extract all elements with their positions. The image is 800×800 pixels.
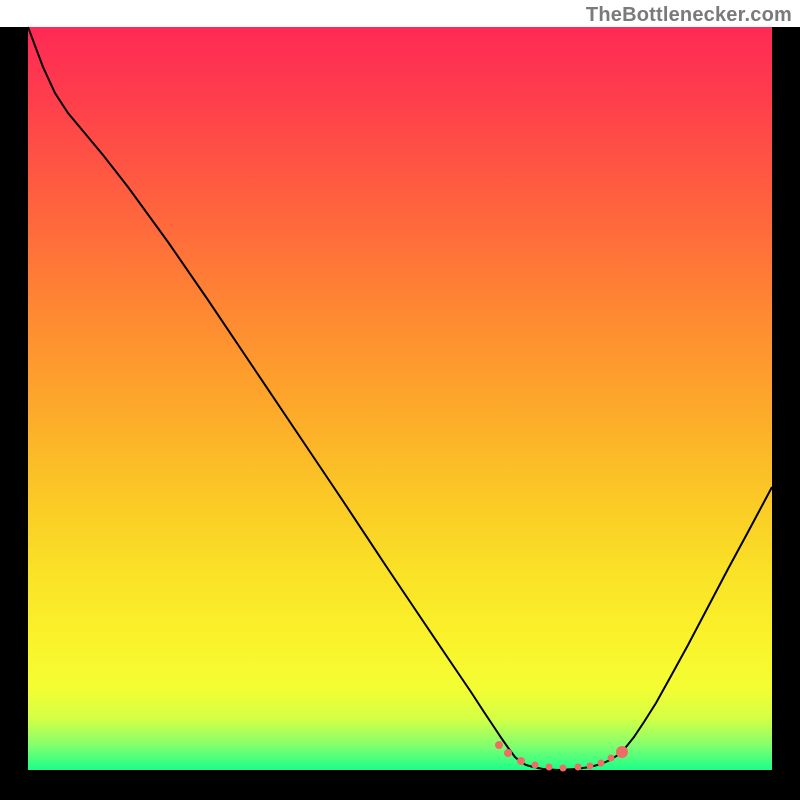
chart-container: TheBottlenecker.com [0,0,800,800]
curve-overlay [28,27,772,770]
min-marker-dot [517,757,525,765]
min-marker-dot [587,763,594,770]
min-marker-dot [598,760,605,767]
min-marker-dot [495,741,503,749]
min-marker-dot [608,755,615,762]
min-marker-dot [560,765,567,772]
min-marker-dot [616,746,628,758]
min-marker-dot [532,762,539,769]
min-marker-dot [546,764,553,771]
min-marker-dot [575,764,582,771]
min-marker-dot [504,749,512,757]
bottleneck-curve [28,27,772,770]
watermark-text: TheBottlenecker.com [586,4,792,27]
header-bar: TheBottlenecker.com [0,0,800,27]
